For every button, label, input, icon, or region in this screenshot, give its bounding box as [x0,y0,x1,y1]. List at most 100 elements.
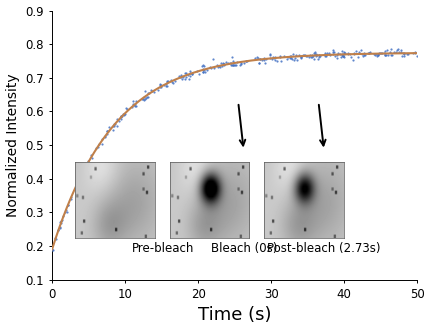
Point [177,75,184,80]
Point [220,62,227,67]
Point [73,186,80,191]
Point [64,203,71,208]
Point [56,220,63,225]
Point [234,59,241,64]
Point [104,128,111,133]
Point [180,74,187,80]
Point [200,63,207,68]
Point [68,196,75,202]
Point [220,61,227,67]
Point [110,124,117,129]
Point [243,58,250,63]
Point [340,53,347,58]
Point [76,177,83,182]
Point [329,51,336,56]
Point [214,62,221,67]
Point [292,56,298,61]
Point [157,84,163,90]
Point [254,54,261,60]
Point [221,62,228,67]
Point [102,134,109,139]
Point [183,70,190,75]
Point [64,209,71,214]
Point [158,82,165,88]
Point [395,50,402,55]
Point [394,48,401,53]
Point [371,51,378,56]
Point [347,54,354,59]
Point [204,68,211,73]
Point [340,53,347,58]
Point [298,54,304,59]
Point [242,59,249,64]
Y-axis label: Normalized Intensity: Normalized Intensity [6,73,19,217]
Point [358,47,365,52]
Point [309,55,316,60]
Point [412,50,418,55]
Point [184,72,191,78]
Point [377,50,384,56]
Point [185,77,192,82]
Point [202,70,209,75]
Point [292,52,299,58]
Point [278,59,285,64]
Point [371,52,378,58]
Point [224,60,231,66]
Point [339,48,346,53]
Point [312,52,319,57]
Point [200,67,207,72]
Point [151,89,158,95]
Point [367,50,374,55]
Point [160,82,167,88]
Point [267,51,274,57]
Point [276,54,283,59]
Point [229,54,236,60]
Point [338,53,345,58]
Point [163,83,170,89]
Point [258,57,265,63]
Point [120,112,127,117]
Point [267,52,273,57]
Point [138,97,145,102]
Point [95,142,102,147]
Point [296,53,303,58]
Point [218,63,225,68]
Point [231,63,238,68]
Point [334,50,341,56]
Point [148,88,155,93]
Point [187,73,194,79]
Point [55,228,62,233]
Point [158,85,165,90]
Point [399,53,406,58]
Point [337,51,344,56]
Point [361,52,368,58]
Point [381,50,387,56]
Point [261,57,268,62]
Point [359,52,366,57]
Point [332,53,338,59]
Point [182,76,189,82]
Point [133,103,140,109]
Point [315,54,322,60]
Point [181,71,188,76]
Point [308,54,315,59]
Point [272,57,279,63]
Point [401,50,408,55]
X-axis label: Time (s): Time (s) [198,307,271,324]
Point [333,52,340,58]
Point [392,50,399,55]
Point [353,49,359,54]
Point [142,95,149,100]
Point [230,63,236,68]
Point [187,70,194,76]
Point [397,47,404,52]
Point [199,66,206,72]
Point [155,87,162,93]
Point [169,80,176,85]
Point [341,51,348,56]
Point [378,50,385,56]
Point [342,50,349,56]
Point [310,53,316,58]
Point [377,50,384,55]
Point [114,123,121,128]
